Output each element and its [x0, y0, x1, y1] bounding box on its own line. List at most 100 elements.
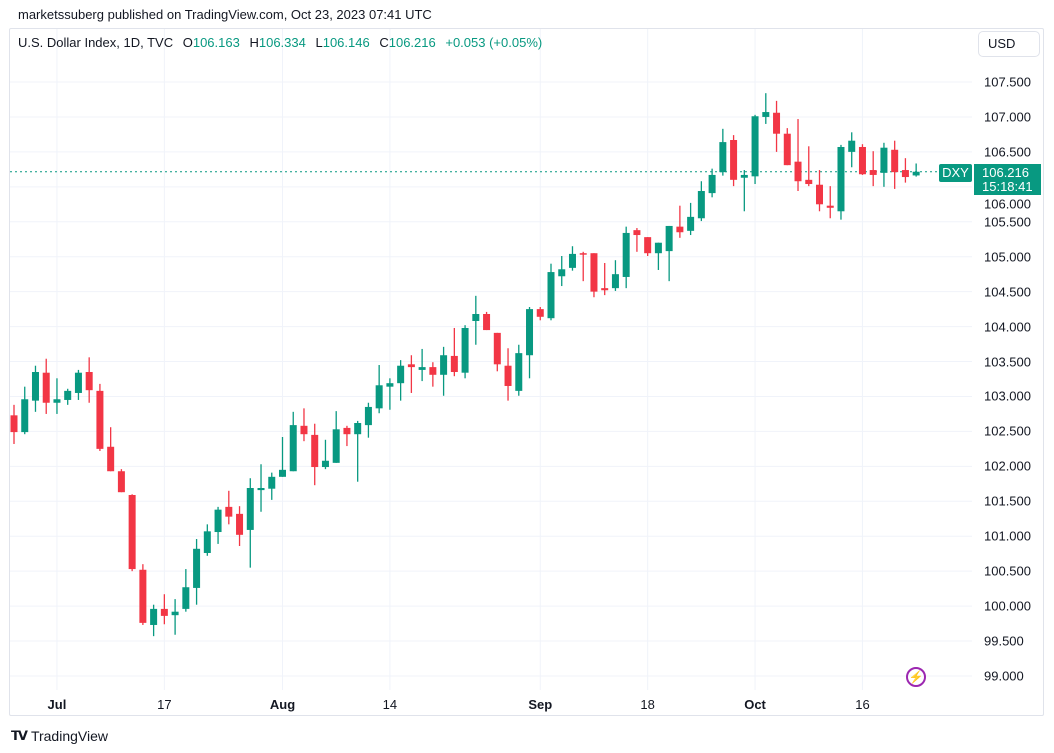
candle-body [21, 399, 29, 433]
candle-body [85, 372, 93, 391]
candle-down [805, 146, 813, 187]
candle-body [816, 184, 823, 205]
candle-up [150, 604, 158, 637]
candle-down [794, 119, 802, 192]
candle-body [42, 372, 50, 403]
price-tick-label: 101.000 [984, 528, 1031, 544]
open-label: O [182, 35, 193, 50]
currency-button[interactable]: USD [978, 31, 1040, 57]
price-tick-label: 99.000 [984, 668, 1024, 684]
candle-body [794, 161, 802, 182]
candle-body [751, 116, 759, 177]
candle-up [515, 344, 523, 396]
candle-body [64, 390, 72, 400]
last-price-label: 106.216 15:18:41 [974, 164, 1041, 195]
candle-up [687, 202, 695, 236]
candle-up [64, 388, 72, 405]
candle-body [483, 314, 491, 331]
candle-body [708, 174, 716, 194]
candle-up [214, 506, 222, 544]
candle-up [354, 420, 362, 482]
candle-body [826, 205, 834, 208]
tradingview-brand: TradingView [30, 728, 108, 744]
candle-down [773, 100, 781, 152]
candle-body [139, 569, 147, 623]
candle-up [665, 225, 673, 282]
time-tick-label: 16 [855, 697, 870, 712]
candle-body [268, 476, 276, 489]
candle-up [386, 378, 394, 410]
price-tick-label: 103.500 [984, 354, 1031, 370]
candle-body [558, 269, 566, 277]
candle-down [107, 427, 115, 472]
candle-body [343, 427, 351, 435]
candle-down [590, 253, 598, 298]
candle-body [579, 253, 587, 255]
candle-up [912, 163, 920, 177]
price-tick-label: 106.500 [984, 144, 1031, 160]
candle-body [805, 179, 813, 185]
candle-body [654, 242, 662, 254]
candle-body [418, 367, 426, 370]
time-tick-label: Aug [269, 697, 296, 712]
tradingview-logo[interactable]: 𝗧𝗩 TradingView [11, 728, 108, 744]
candle-down [493, 332, 501, 372]
candle-body [901, 170, 909, 178]
candle-body [762, 112, 770, 117]
candle-down [826, 186, 834, 219]
candle-body [96, 390, 104, 449]
candle-body [289, 425, 297, 472]
candle-down [601, 262, 609, 296]
candle-body [547, 272, 555, 319]
candle-body [311, 434, 319, 468]
candle-up [53, 378, 61, 414]
grid-lines [10, 29, 972, 690]
price-tick-label: 103.000 [984, 388, 1031, 404]
candle-body [858, 146, 866, 175]
candle-up [74, 369, 82, 400]
candle-body [526, 309, 534, 356]
candle-up [279, 436, 286, 477]
candle-up [547, 263, 555, 321]
candle-up [568, 246, 576, 271]
candle-down [901, 158, 909, 183]
candle-body [568, 253, 576, 268]
candle-up [719, 128, 727, 176]
candle-up [171, 599, 179, 635]
candle-up [622, 226, 630, 289]
candle-body [450, 355, 458, 373]
candle-down [236, 506, 244, 547]
candle-down [117, 469, 125, 493]
candle-body [354, 423, 362, 435]
candle-up [762, 93, 770, 124]
candle-down [730, 135, 738, 187]
bar-countdown: 15:18:41 [982, 179, 1033, 194]
candle-body [493, 332, 501, 365]
lightning-bolt-icon[interactable]: ⚡ [906, 667, 926, 687]
publication-info: marketssuberg published on TradingView.c… [18, 7, 432, 22]
price-tick-label: 105.500 [984, 214, 1031, 230]
candle-up [526, 307, 534, 379]
candle-body [407, 364, 415, 368]
candle-down [783, 128, 791, 166]
candle-body [203, 531, 211, 553]
candle-down [96, 383, 104, 451]
candle-down [311, 423, 319, 486]
candle-down [225, 490, 233, 525]
candles [10, 93, 920, 637]
candle-down [42, 358, 50, 414]
time-tick-label: Jul [47, 697, 67, 712]
last-price-value: 106.216 [982, 165, 1029, 180]
candle-up [246, 478, 254, 568]
candle-up [708, 168, 716, 198]
candle-body [891, 149, 899, 173]
candle-body [429, 367, 437, 375]
candle-body [257, 488, 265, 491]
candle-body [687, 216, 695, 231]
symbol-legend: U.S. Dollar Index, 1D, TVC O106.163 H106… [18, 35, 542, 50]
high-value: 106.334 [258, 35, 306, 50]
low-label: L [315, 35, 323, 50]
candle-body [375, 385, 383, 409]
candle-down [343, 425, 351, 447]
